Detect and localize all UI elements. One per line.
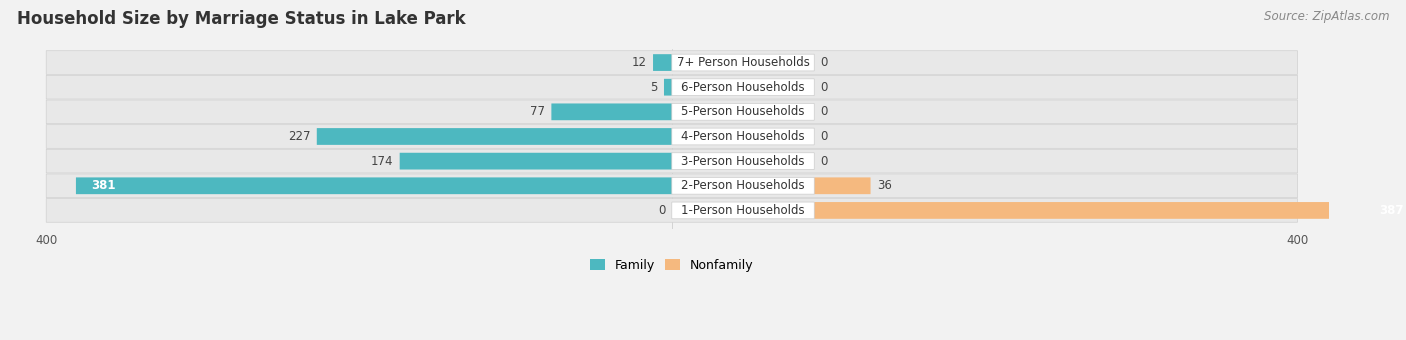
Legend: Family, Nonfamily: Family, Nonfamily [585, 254, 759, 277]
FancyBboxPatch shape [46, 51, 1298, 74]
Text: 0: 0 [821, 105, 828, 118]
Text: Household Size by Marriage Status in Lake Park: Household Size by Marriage Status in Lak… [17, 10, 465, 28]
Text: 0: 0 [821, 81, 828, 94]
FancyBboxPatch shape [664, 79, 672, 96]
FancyBboxPatch shape [399, 153, 672, 170]
Text: 7+ Person Households: 7+ Person Households [676, 56, 810, 69]
Text: 174: 174 [371, 155, 394, 168]
FancyBboxPatch shape [46, 125, 1298, 148]
Text: Source: ZipAtlas.com: Source: ZipAtlas.com [1264, 10, 1389, 23]
Text: 1-Person Households: 1-Person Households [682, 204, 804, 217]
FancyBboxPatch shape [672, 177, 814, 194]
Text: 2-Person Households: 2-Person Households [682, 179, 804, 192]
FancyBboxPatch shape [46, 174, 1298, 198]
FancyBboxPatch shape [46, 100, 1298, 124]
FancyBboxPatch shape [551, 103, 672, 120]
FancyBboxPatch shape [672, 153, 814, 170]
Text: 381: 381 [91, 179, 117, 192]
Text: 0: 0 [821, 130, 828, 143]
Text: 5-Person Households: 5-Person Households [682, 105, 804, 118]
Text: 36: 36 [877, 179, 891, 192]
Text: 227: 227 [288, 130, 311, 143]
Text: 3-Person Households: 3-Person Households [682, 155, 804, 168]
Text: 0: 0 [658, 204, 665, 217]
Text: 4-Person Households: 4-Person Households [682, 130, 804, 143]
FancyBboxPatch shape [672, 103, 814, 120]
Text: 0: 0 [821, 56, 828, 69]
Text: 6-Person Households: 6-Person Households [682, 81, 804, 94]
Text: 12: 12 [631, 56, 647, 69]
Text: 77: 77 [530, 105, 546, 118]
FancyBboxPatch shape [652, 54, 672, 71]
FancyBboxPatch shape [814, 202, 1406, 219]
Text: 5: 5 [651, 81, 658, 94]
FancyBboxPatch shape [672, 79, 814, 96]
FancyBboxPatch shape [672, 202, 814, 219]
FancyBboxPatch shape [814, 177, 870, 194]
FancyBboxPatch shape [46, 149, 1298, 173]
Text: 0: 0 [821, 155, 828, 168]
FancyBboxPatch shape [46, 75, 1298, 99]
FancyBboxPatch shape [672, 128, 814, 145]
FancyBboxPatch shape [46, 199, 1298, 222]
FancyBboxPatch shape [76, 177, 672, 194]
FancyBboxPatch shape [316, 128, 672, 145]
Text: 387: 387 [1379, 204, 1403, 217]
FancyBboxPatch shape [672, 54, 814, 71]
